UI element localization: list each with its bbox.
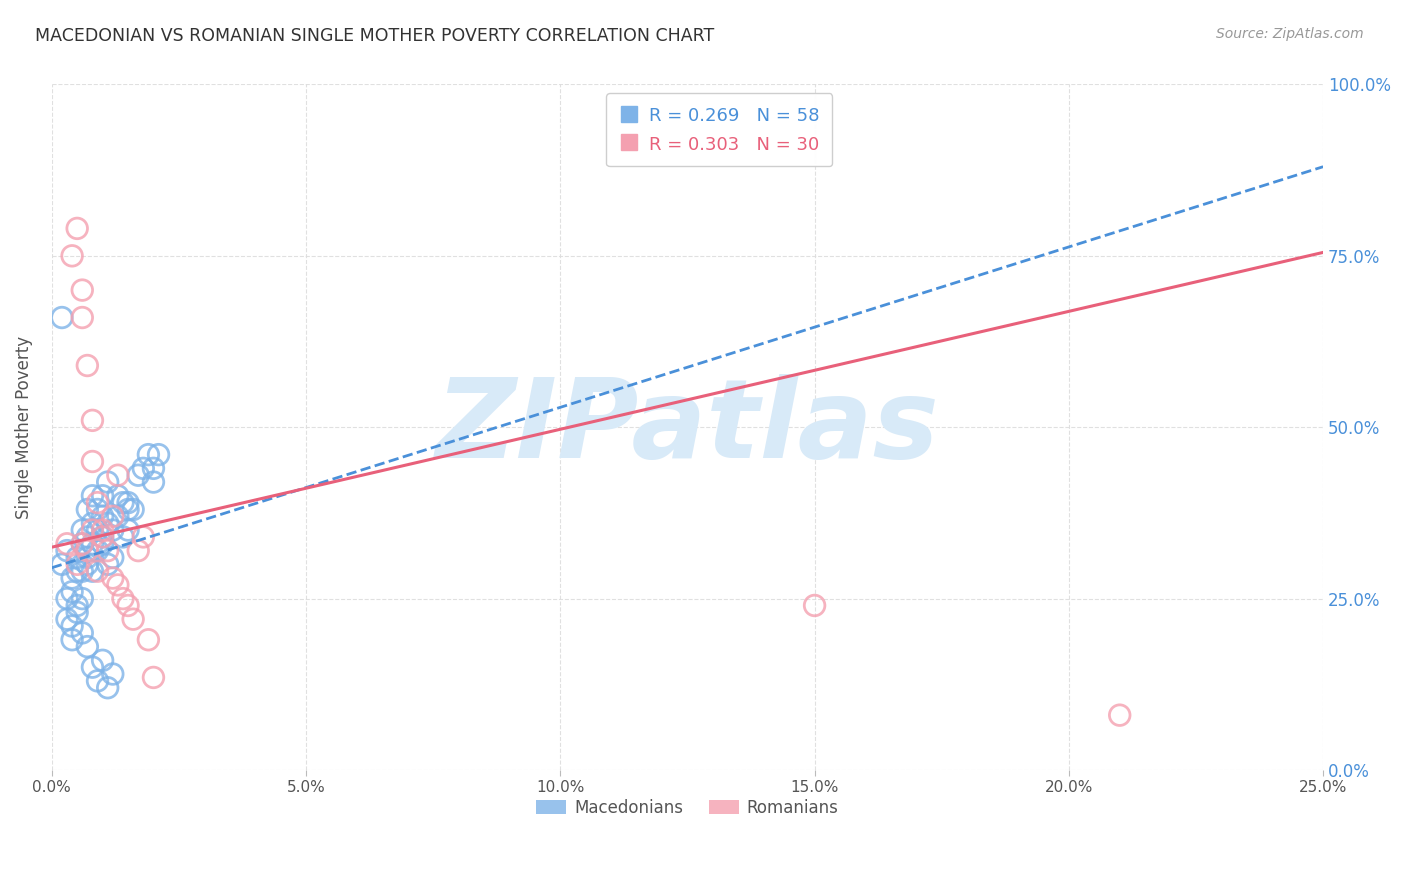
Point <box>72 626 94 640</box>
Point <box>76 640 98 654</box>
Point <box>138 632 160 647</box>
Point <box>72 523 94 537</box>
Point <box>72 591 94 606</box>
Point <box>101 550 124 565</box>
Point <box>60 632 83 647</box>
Point <box>72 283 94 297</box>
Point <box>142 461 165 475</box>
Point <box>97 475 120 489</box>
Point <box>86 502 108 516</box>
Text: Source: ZipAtlas.com: Source: ZipAtlas.com <box>1216 27 1364 41</box>
Point <box>82 516 104 531</box>
Point <box>56 612 79 626</box>
Legend: Macedonians, Romanians: Macedonians, Romanians <box>530 792 845 823</box>
Point <box>91 537 114 551</box>
Point <box>66 558 89 572</box>
Point <box>132 530 155 544</box>
Point <box>76 530 98 544</box>
Point <box>101 667 124 681</box>
Point <box>107 578 129 592</box>
Point <box>60 619 83 633</box>
Point <box>76 359 98 373</box>
Point <box>107 509 129 524</box>
Point <box>107 468 129 483</box>
Point <box>82 489 104 503</box>
Point <box>111 591 134 606</box>
Point <box>142 670 165 684</box>
Point <box>66 605 89 619</box>
Point <box>82 537 104 551</box>
Point <box>76 543 98 558</box>
Point <box>82 660 104 674</box>
Point <box>122 612 145 626</box>
Point <box>72 537 94 551</box>
Point <box>56 543 79 558</box>
Point <box>56 537 79 551</box>
Point <box>97 516 120 531</box>
Point <box>1108 708 1130 723</box>
Point <box>82 454 104 468</box>
Point <box>60 584 83 599</box>
Point <box>86 523 108 537</box>
Point <box>111 530 134 544</box>
Point <box>132 461 155 475</box>
Text: MACEDONIAN VS ROMANIAN SINGLE MOTHER POVERTY CORRELATION CHART: MACEDONIAN VS ROMANIAN SINGLE MOTHER POV… <box>35 27 714 45</box>
Point <box>117 502 139 516</box>
Point <box>86 673 108 688</box>
Point <box>60 571 83 585</box>
Point <box>91 523 114 537</box>
Point <box>66 550 89 565</box>
Point <box>51 558 73 572</box>
Text: ZIPatlas: ZIPatlas <box>436 374 939 481</box>
Point <box>117 523 139 537</box>
Point <box>56 591 79 606</box>
Point <box>86 495 108 509</box>
Point <box>91 530 114 544</box>
Point <box>76 502 98 516</box>
Point <box>82 564 104 578</box>
Point <box>76 550 98 565</box>
Point <box>127 543 149 558</box>
Point <box>91 509 114 524</box>
Point <box>66 221 89 235</box>
Point <box>76 558 98 572</box>
Point <box>138 448 160 462</box>
Point <box>51 310 73 325</box>
Point <box>91 489 114 503</box>
Point <box>111 495 134 509</box>
Point <box>66 564 89 578</box>
Point <box>72 564 94 578</box>
Point <box>127 468 149 483</box>
Point <box>91 530 114 544</box>
Point <box>72 310 94 325</box>
Point <box>86 564 108 578</box>
Point <box>60 249 83 263</box>
Point <box>101 509 124 524</box>
Point <box>117 495 139 509</box>
Point <box>142 475 165 489</box>
Point <box>97 543 120 558</box>
Point <box>82 523 104 537</box>
Point <box>117 599 139 613</box>
Point <box>803 599 825 613</box>
Point <box>66 599 89 613</box>
Point <box>122 502 145 516</box>
Point <box>86 543 108 558</box>
Point <box>107 489 129 503</box>
Point <box>97 558 120 572</box>
Point <box>82 413 104 427</box>
Point <box>97 681 120 695</box>
Point <box>101 571 124 585</box>
Y-axis label: Single Mother Poverty: Single Mother Poverty <box>15 335 32 519</box>
Point <box>101 523 124 537</box>
Point <box>91 653 114 667</box>
Point <box>148 448 170 462</box>
Point <box>72 537 94 551</box>
